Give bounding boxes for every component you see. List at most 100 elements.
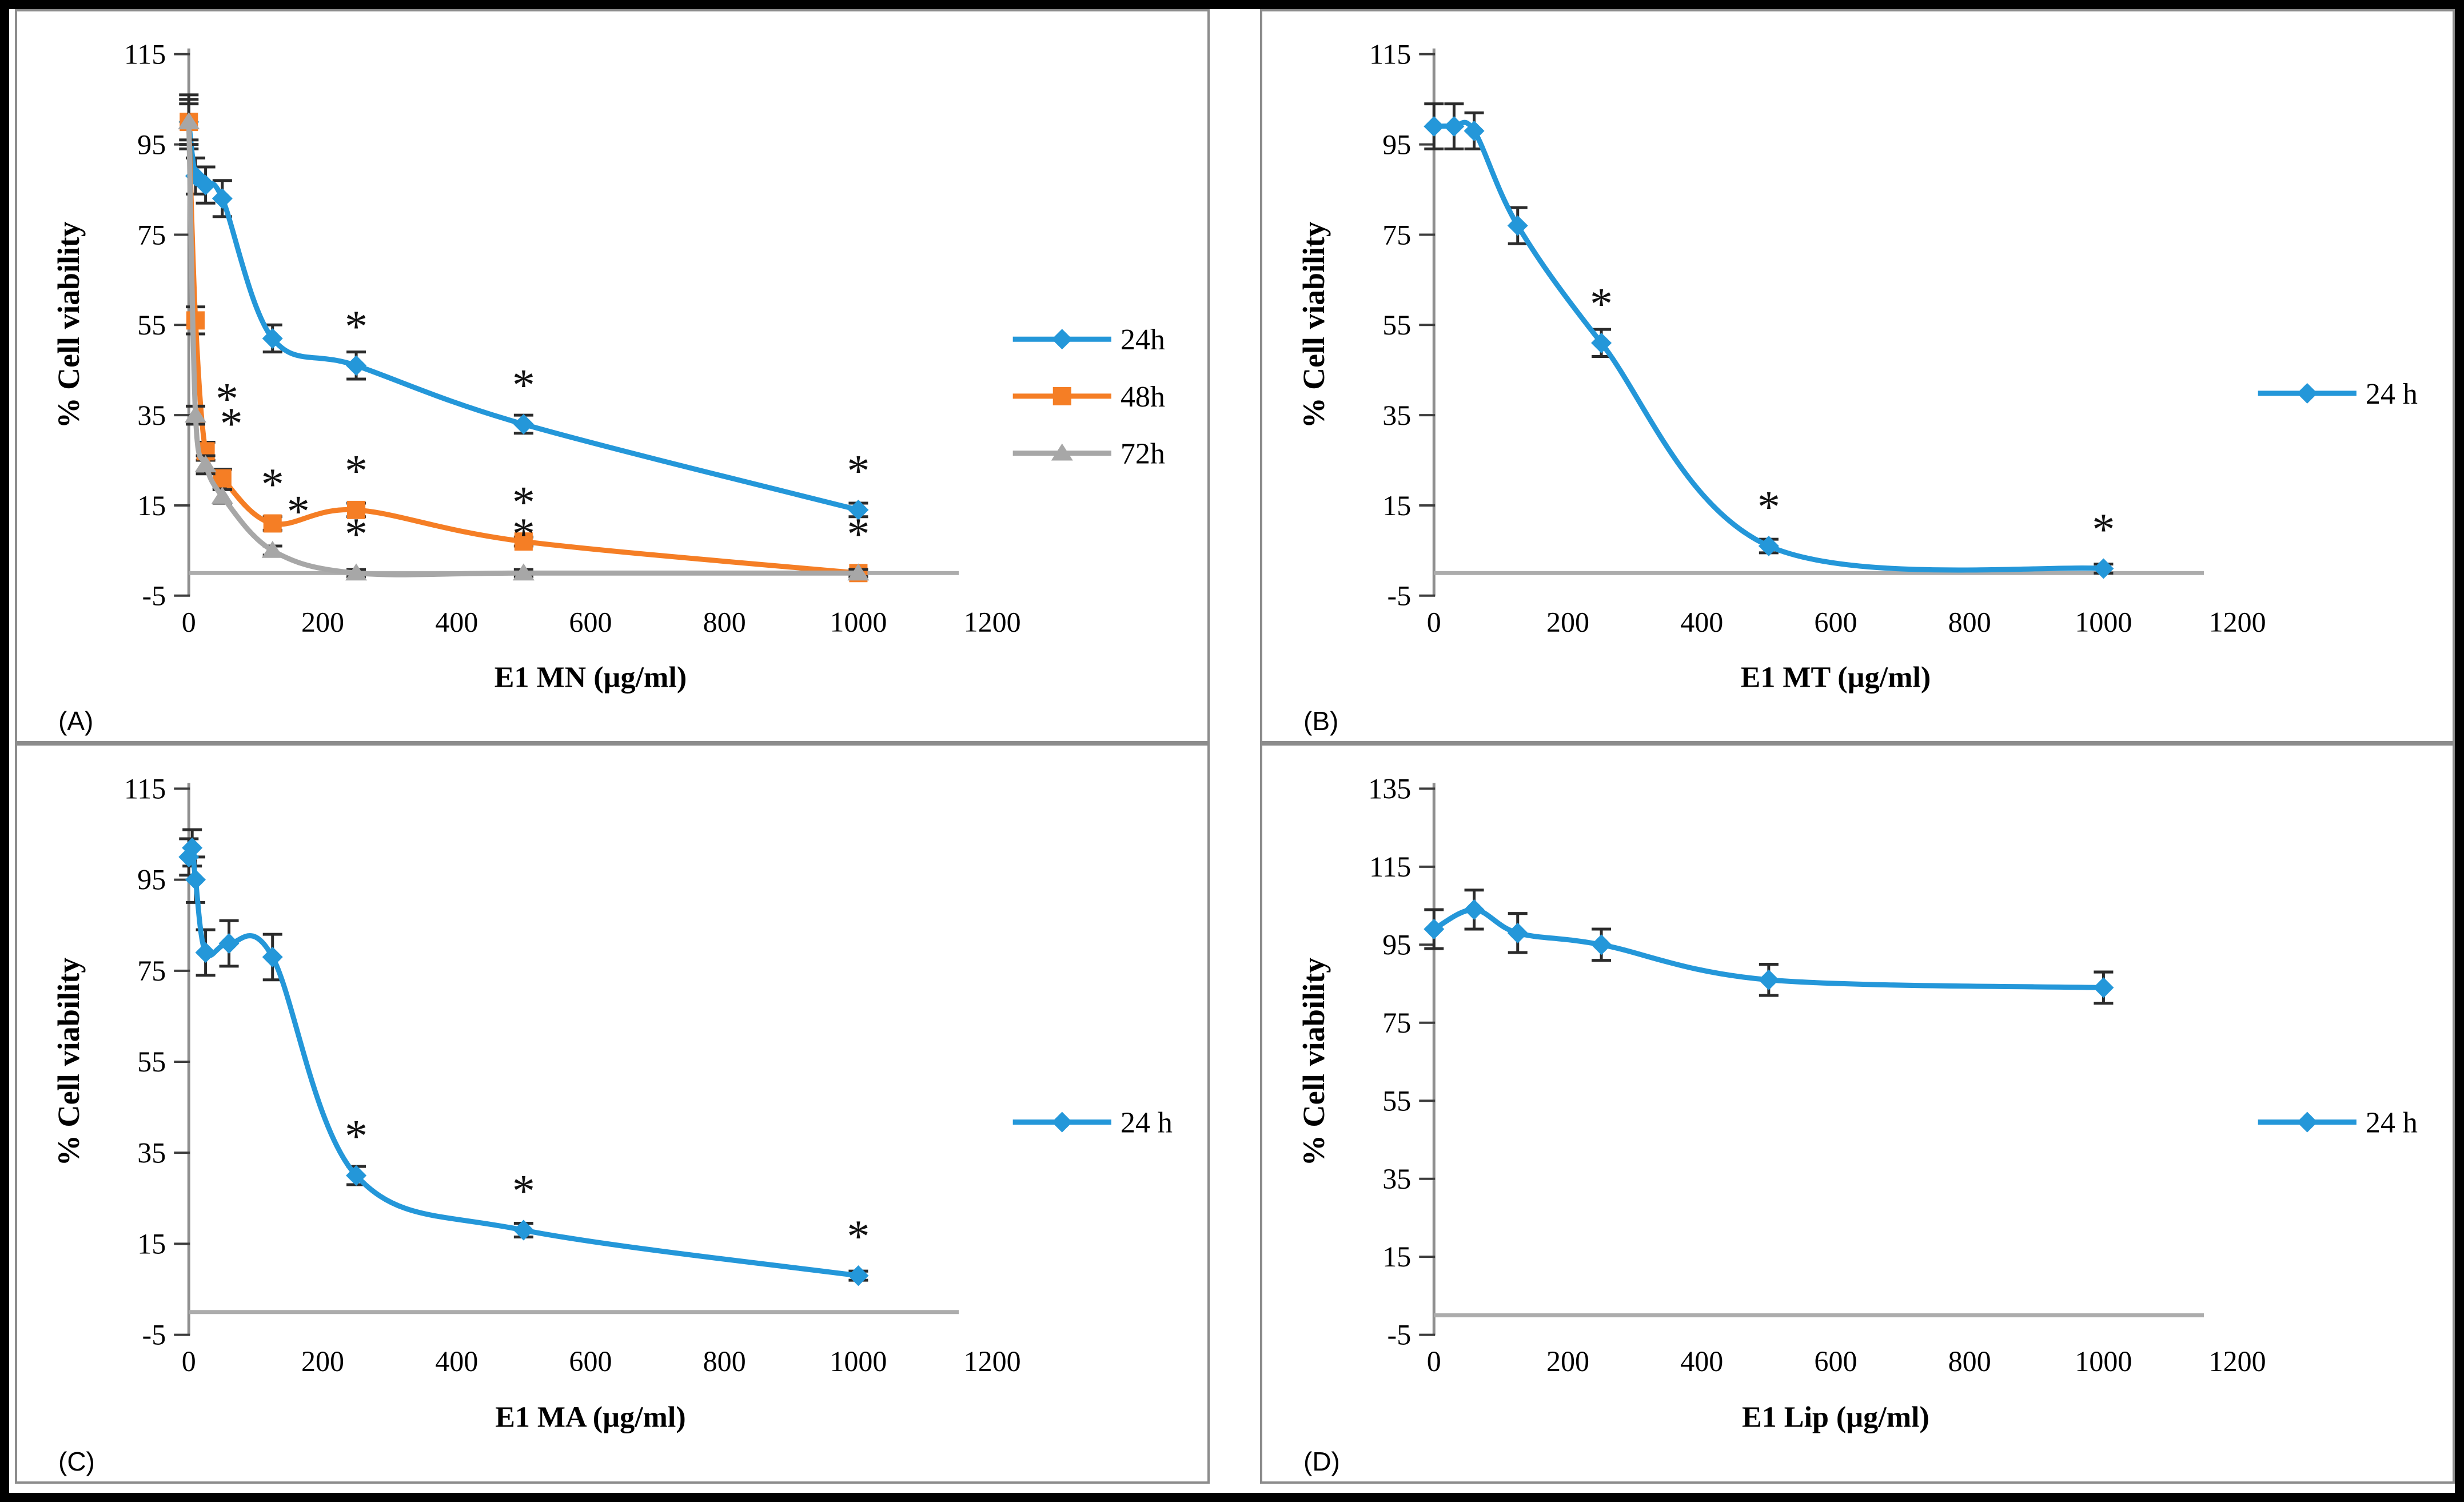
svg-text:0: 0 bbox=[1427, 606, 1441, 638]
chart-d-canvas: 135 115 95 75 55 35 15 -5 0 200 400 600 800 1000 1200 E… bbox=[1297, 772, 2418, 1433]
svg-text:15: 15 bbox=[1382, 1241, 1411, 1273]
svg-text:*: * bbox=[512, 1165, 535, 1216]
svg-text:*: * bbox=[216, 374, 238, 424]
svg-text:400: 400 bbox=[1680, 1345, 1723, 1377]
svg-text:E1 MA (µg/ml): E1 MA (µg/ml) bbox=[495, 1401, 686, 1433]
svg-text:200: 200 bbox=[301, 1345, 344, 1377]
svg-text:*: * bbox=[345, 1111, 368, 1162]
svg-text:55: 55 bbox=[1382, 1085, 1411, 1117]
svg-text:15: 15 bbox=[1382, 489, 1411, 521]
svg-text:1000: 1000 bbox=[830, 1345, 887, 1377]
svg-text:200: 200 bbox=[301, 606, 344, 638]
svg-text:400: 400 bbox=[435, 1345, 478, 1377]
svg-text:*: * bbox=[220, 399, 243, 449]
svg-text:55: 55 bbox=[137, 1046, 166, 1078]
panel-c: 115 95 75 55 35 15 -5 0 200 400 600 800 1000 1200 E1 M… bbox=[15, 743, 1210, 1484]
svg-text:72h: 72h bbox=[1121, 438, 1165, 471]
svg-text:0: 0 bbox=[182, 606, 196, 638]
panel-b: 115 95 75 55 35 15 -5 0 200 400 600 800 1000 1200 E1 M… bbox=[1260, 9, 2455, 743]
chart-a-canvas: 115 95 75 55 35 15 -5 0 200 400 600 800 1000 1200 E1 M… bbox=[51, 38, 1165, 694]
svg-text:1200: 1200 bbox=[964, 1345, 1021, 1377]
svg-text:*: * bbox=[847, 446, 870, 496]
panel-letter-d: (D) bbox=[1303, 1447, 1340, 1476]
svg-text:24 h: 24 h bbox=[1121, 1107, 1173, 1140]
svg-text:% Cell viability: % Cell viability bbox=[1297, 221, 1331, 428]
svg-text:35: 35 bbox=[137, 1137, 166, 1169]
svg-text:*: * bbox=[287, 487, 310, 537]
panel-d: 135 115 95 75 55 35 15 -5 0 200 400 600 800 1000 1200 E… bbox=[1260, 743, 2455, 1484]
svg-text:800: 800 bbox=[1948, 606, 1991, 638]
svg-text:115: 115 bbox=[1369, 851, 1411, 883]
chart-b-canvas: 115 95 75 55 35 15 -5 0 200 400 600 800 1000 1200 E1 M… bbox=[1297, 38, 2418, 694]
svg-text:*: * bbox=[2092, 505, 2115, 555]
svg-text:200: 200 bbox=[1546, 1345, 1589, 1377]
svg-text:55: 55 bbox=[1382, 309, 1411, 341]
svg-text:15: 15 bbox=[137, 1228, 166, 1260]
svg-text:115: 115 bbox=[124, 772, 166, 804]
svg-text:1000: 1000 bbox=[2075, 1345, 2132, 1377]
svg-text:115: 115 bbox=[124, 38, 166, 70]
svg-text:E1 MT (µg/ml): E1 MT (µg/ml) bbox=[1741, 661, 1931, 694]
panel-a: 115 95 75 55 35 15 -5 0 200 400 600 800 1000 1200 E1 M… bbox=[15, 9, 1210, 743]
svg-text:75: 75 bbox=[137, 219, 166, 251]
svg-text:1200: 1200 bbox=[964, 606, 1021, 638]
svg-text:% Cell viability: % Cell viability bbox=[1297, 958, 1331, 1166]
svg-text:1000: 1000 bbox=[830, 606, 887, 638]
svg-text:-5: -5 bbox=[1388, 1319, 1412, 1351]
svg-text:E1 Lip (µg/ml): E1 Lip (µg/ml) bbox=[1742, 1401, 1929, 1433]
svg-text:% Cell viability: % Cell viability bbox=[51, 958, 86, 1166]
svg-text:24 h: 24 h bbox=[2366, 378, 2418, 411]
svg-text:115: 115 bbox=[1369, 38, 1411, 70]
svg-text:800: 800 bbox=[703, 606, 746, 638]
svg-text:*: * bbox=[1590, 279, 1613, 329]
svg-text:95: 95 bbox=[1382, 129, 1411, 161]
svg-text:*: * bbox=[512, 509, 535, 560]
svg-text:*: * bbox=[261, 460, 284, 510]
svg-text:*: * bbox=[847, 1211, 870, 1262]
chart-c-canvas: 115 95 75 55 35 15 -5 0 200 400 600 800 1000 1200 E1 M… bbox=[51, 772, 1173, 1433]
svg-text:95: 95 bbox=[137, 129, 166, 161]
svg-text:600: 600 bbox=[1814, 606, 1857, 638]
svg-text:600: 600 bbox=[569, 1345, 612, 1377]
svg-text:*: * bbox=[512, 477, 535, 528]
svg-text:75: 75 bbox=[1382, 219, 1411, 251]
svg-text:*: * bbox=[512, 360, 535, 411]
svg-text:15: 15 bbox=[137, 489, 166, 521]
svg-text:400: 400 bbox=[1680, 606, 1723, 638]
svg-text:35: 35 bbox=[1382, 399, 1411, 431]
svg-text:1200: 1200 bbox=[2209, 606, 2266, 638]
svg-text:200: 200 bbox=[1546, 606, 1589, 638]
panel-letter-c: (C) bbox=[58, 1447, 95, 1476]
svg-text:400: 400 bbox=[435, 606, 478, 638]
svg-text:E1 MN (µg/ml): E1 MN (µg/ml) bbox=[495, 661, 687, 694]
svg-text:*: * bbox=[345, 509, 368, 560]
svg-text:800: 800 bbox=[1948, 1345, 1991, 1377]
svg-text:24 h: 24 h bbox=[2366, 1107, 2418, 1140]
svg-text:55: 55 bbox=[137, 309, 166, 341]
svg-text:% Cell viability: % Cell viability bbox=[51, 221, 86, 428]
panel-letter-a: (A) bbox=[58, 706, 94, 736]
svg-text:*: * bbox=[345, 302, 368, 352]
svg-text:800: 800 bbox=[703, 1345, 746, 1377]
svg-text:1000: 1000 bbox=[2075, 606, 2132, 638]
svg-text:-5: -5 bbox=[1388, 580, 1412, 612]
svg-text:35: 35 bbox=[137, 399, 166, 431]
svg-text:-5: -5 bbox=[142, 580, 166, 612]
svg-text:600: 600 bbox=[1814, 1345, 1857, 1377]
svg-text:600: 600 bbox=[569, 606, 612, 638]
svg-text:*: * bbox=[847, 509, 870, 560]
svg-text:*: * bbox=[1757, 482, 1780, 532]
svg-text:75: 75 bbox=[137, 955, 166, 987]
panel-letter-b: (B) bbox=[1303, 706, 1339, 736]
svg-text:95: 95 bbox=[1382, 929, 1411, 961]
svg-text:48h: 48h bbox=[1121, 381, 1165, 413]
svg-text:135: 135 bbox=[1368, 772, 1411, 804]
svg-text:75: 75 bbox=[1382, 1007, 1411, 1039]
svg-text:0: 0 bbox=[1427, 1345, 1441, 1377]
svg-text:-5: -5 bbox=[142, 1319, 166, 1351]
svg-text:95: 95 bbox=[137, 864, 166, 896]
svg-text:0: 0 bbox=[182, 1345, 196, 1377]
svg-text:*: * bbox=[345, 446, 368, 496]
svg-text:35: 35 bbox=[1382, 1163, 1411, 1195]
